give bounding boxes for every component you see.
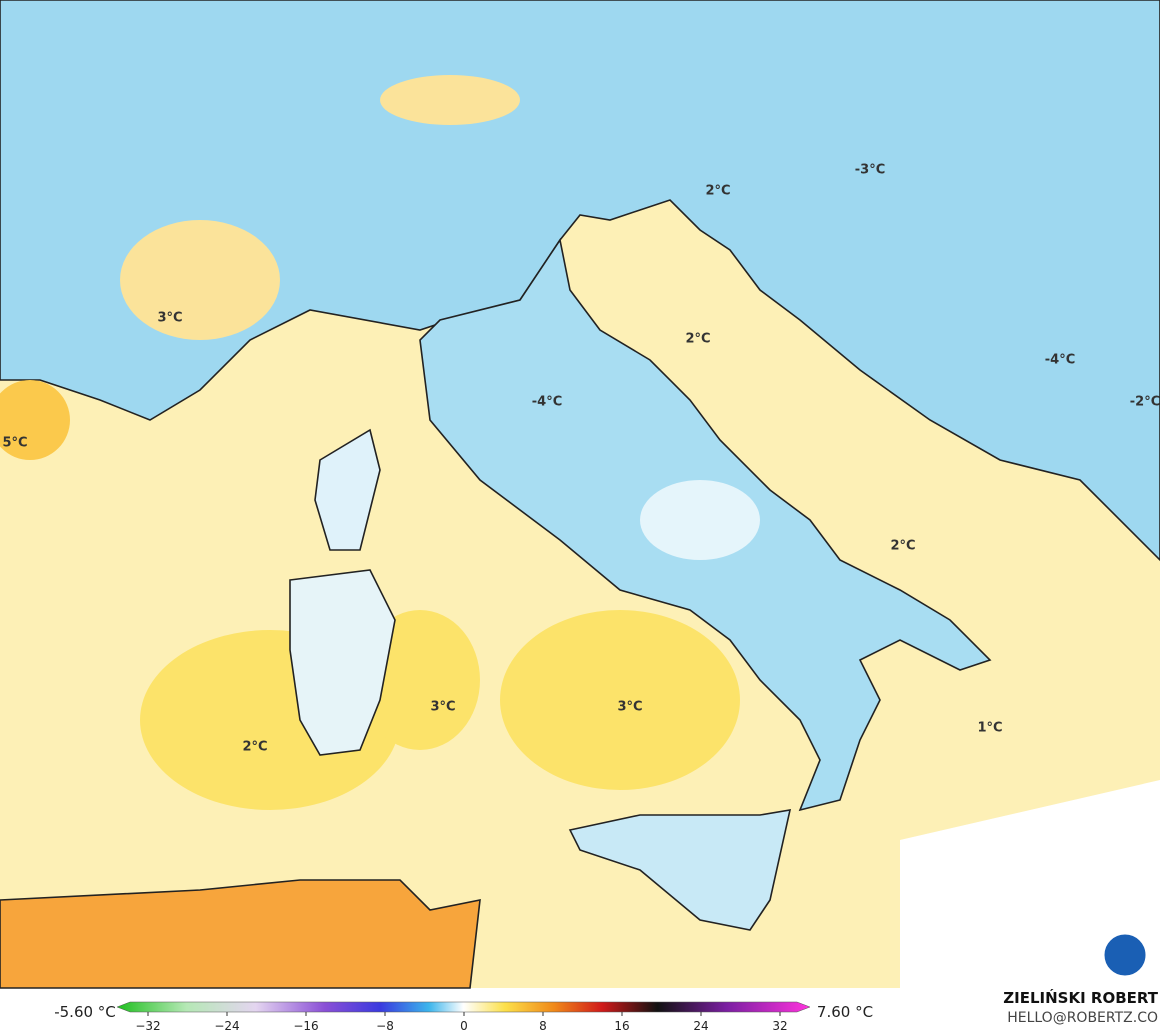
tick-label: 32 (772, 1019, 787, 1033)
warm-area (0, 380, 70, 460)
tick-label: −16 (293, 1019, 318, 1033)
map: 3°C 5°C 2°C -3°C 2°C -4°C -4°C -2°C 2°C … (0, 0, 1160, 989)
min-label: -5.60 °C (54, 1003, 116, 1021)
author: ZIELIŃSKI ROBERT (1003, 988, 1158, 1007)
temp-label: -3°C (855, 163, 885, 178)
cool-area (640, 480, 760, 560)
email: HELLO@ROBERTZ.CO (1007, 1010, 1158, 1026)
tick-label: 24 (693, 1019, 708, 1033)
temp-label: 2°C (890, 539, 915, 554)
temp-label: 3°C (157, 311, 182, 326)
sardinia (289, 569, 396, 756)
temp-label: 2°C (705, 184, 730, 199)
temp-label: 5°C (2, 436, 27, 451)
warm-area (500, 610, 740, 790)
adriatic (580, 250, 840, 470)
temp-label: 1°C (977, 721, 1002, 736)
warm-area (380, 75, 520, 125)
tick-label: 16 (614, 1019, 629, 1033)
tick-label: −32 (135, 1019, 160, 1033)
tick-label: 8 (539, 1019, 547, 1033)
noaa-logo (1101, 931, 1149, 979)
tick-label: 0 (460, 1019, 468, 1033)
cool-area (900, 780, 1160, 988)
colorbar: -5.60 °C 7.60 °C −32 −24 −16 −8 0 8 16 24 32 (54, 1001, 873, 1033)
corsica (314, 428, 381, 551)
temp-label: 2°C (242, 740, 267, 755)
north-africa (0, 879, 481, 989)
colorbar-scale (116, 1001, 811, 1013)
temp-label: 2°C (685, 332, 710, 347)
temp-label: 3°C (430, 700, 455, 715)
temp-label: -4°C (532, 395, 562, 410)
temp-label: -2°C (1130, 395, 1160, 410)
warm-area (120, 220, 280, 340)
sicily (568, 809, 792, 931)
temp-label: 3°C (617, 700, 642, 715)
max-label: 7.60 °C (817, 1003, 873, 1021)
europe-land (0, 0, 1160, 562)
tick-label: −24 (214, 1019, 239, 1033)
tick-label: −8 (376, 1019, 394, 1033)
temp-label: -4°C (1045, 353, 1075, 368)
